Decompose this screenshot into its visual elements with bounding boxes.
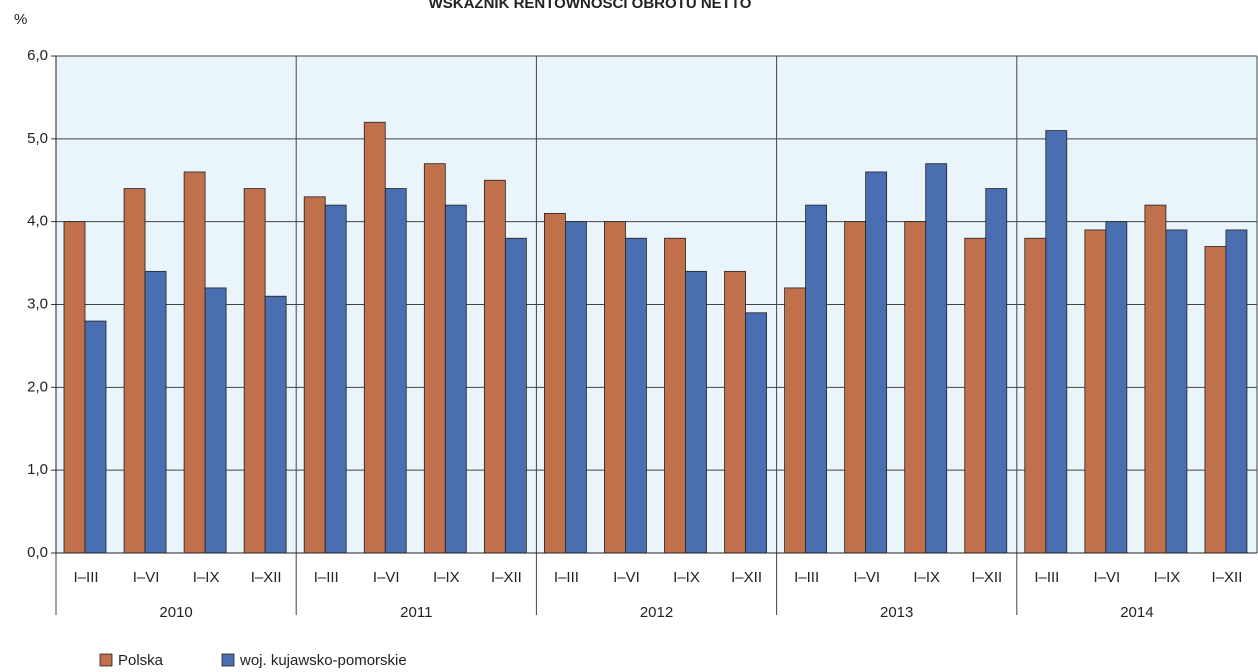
bar — [483, 179, 506, 554]
group-label: 2010 — [159, 604, 192, 621]
x-tick-label: I–XII — [491, 569, 522, 586]
bar — [784, 287, 806, 554]
bar — [183, 171, 206, 554]
x-tick-label: I–VI — [373, 569, 400, 586]
bar — [324, 204, 347, 554]
legend-label: Polska — [118, 652, 164, 669]
bar — [1084, 229, 1107, 554]
y-tick-label: 3,0 — [27, 295, 48, 312]
group-label: 2014 — [1120, 604, 1153, 621]
bar — [565, 221, 587, 554]
bar — [423, 163, 446, 554]
bar — [1045, 130, 1068, 554]
group-label: 2011 — [400, 604, 432, 621]
bar — [444, 204, 467, 554]
y-axis-label: % — [14, 11, 27, 28]
legend-swatch — [221, 653, 235, 667]
bar — [745, 312, 767, 554]
bar — [303, 196, 326, 554]
bar — [925, 163, 948, 554]
x-tick-label: I–IX — [913, 569, 940, 586]
bar — [144, 270, 167, 554]
bar — [123, 188, 146, 554]
bar — [664, 237, 686, 554]
y-tick-label: 5,0 — [27, 130, 48, 147]
y-tick-label: 2,0 — [27, 378, 48, 395]
bar — [724, 270, 746, 554]
x-tick-label: I–VI — [1094, 569, 1121, 586]
chart-title: WSKAŹNIK RENTOWNOŚCI OBROTU NETTO — [429, 0, 752, 12]
bar — [1024, 237, 1047, 554]
y-tick-label: 6,0 — [27, 47, 48, 64]
bar — [805, 204, 827, 554]
bar — [844, 221, 867, 554]
x-tick-label: I–IX — [1154, 569, 1181, 586]
x-tick-label: I–IX — [673, 569, 700, 586]
bar — [625, 237, 647, 554]
bar — [63, 221, 86, 554]
bar — [243, 188, 266, 554]
bar — [1144, 204, 1167, 554]
x-tick-label: I–XII — [971, 569, 1002, 586]
bar — [84, 320, 107, 554]
x-tick-label: I–IX — [433, 569, 460, 586]
x-tick-label: I–VI — [133, 569, 160, 586]
group-label: 2013 — [880, 604, 913, 621]
bar — [1204, 246, 1227, 554]
bar — [384, 188, 407, 554]
x-tick-label: I–III — [1034, 569, 1059, 586]
x-tick-label: I–IX — [193, 569, 220, 586]
bar — [264, 295, 287, 554]
y-tick-label: 0,0 — [27, 544, 48, 561]
y-tick-label: 1,0 — [27, 461, 48, 478]
x-tick-label: I–XII — [731, 569, 762, 586]
bar — [904, 221, 927, 554]
x-tick-label: I–VI — [853, 569, 880, 586]
bar — [1225, 229, 1248, 554]
bar — [204, 287, 227, 554]
legend-swatch — [99, 653, 113, 667]
group-label: 2012 — [640, 604, 673, 621]
x-tick-label: I–XII — [1212, 569, 1243, 586]
bar — [964, 237, 987, 554]
x-tick-label: I–XII — [251, 569, 282, 586]
x-tick-label: I–III — [794, 569, 819, 586]
bar — [604, 221, 626, 554]
bar — [685, 270, 707, 554]
bar — [544, 212, 566, 554]
x-tick-label: I–III — [554, 569, 579, 586]
bar — [504, 237, 527, 554]
x-tick-label: I–VI — [613, 569, 640, 586]
bar — [865, 171, 888, 554]
bar — [1105, 221, 1128, 554]
bar — [1165, 229, 1188, 554]
x-tick-label: I–III — [314, 569, 339, 586]
x-tick-label: I–III — [74, 569, 99, 586]
legend-label: woj. kujawsko-pomorskie — [239, 652, 407, 669]
bar — [985, 188, 1008, 554]
y-tick-label: 4,0 — [27, 213, 48, 230]
bar — [363, 121, 386, 554]
